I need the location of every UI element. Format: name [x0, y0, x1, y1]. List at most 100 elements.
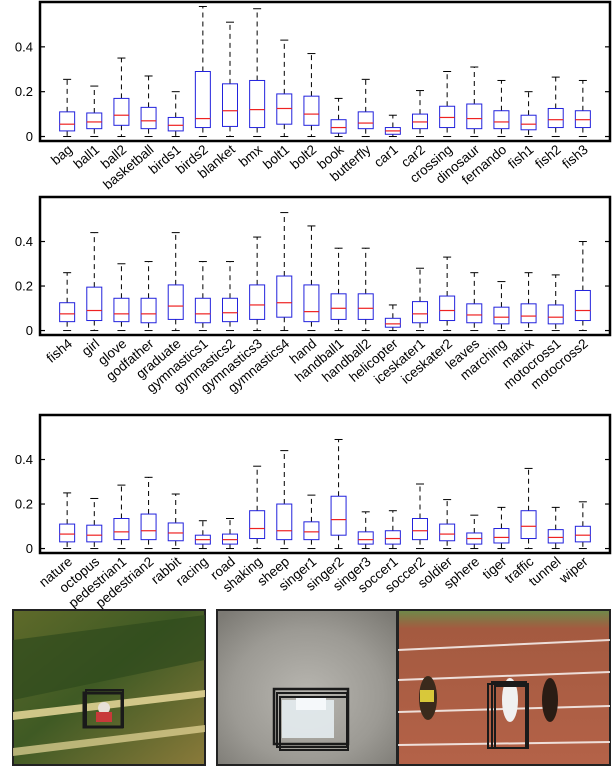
iqr-box — [520, 114, 537, 131]
axes-frame — [38, 0, 612, 143]
tracked-person-bbox-icon — [82, 689, 124, 729]
box-leaves — [466, 272, 483, 332]
iqr-box — [86, 286, 103, 322]
iqr-box — [59, 111, 76, 132]
iqr-box — [222, 297, 238, 323]
iqr-box — [357, 111, 374, 130]
iqr-box — [167, 284, 184, 320]
y-tick-label: 0 — [26, 129, 33, 144]
iqr-box — [412, 518, 428, 541]
iqr-box — [59, 302, 76, 323]
iqr-box — [412, 301, 428, 324]
box-singer2 — [330, 438, 347, 550]
box-car2 — [412, 90, 428, 138]
y-tick-label: 0.4 — [15, 39, 33, 54]
iqr-box — [384, 317, 401, 328]
box-matrix — [520, 272, 537, 332]
category-label: bmx — [236, 142, 265, 170]
box-soccer2 — [412, 483, 428, 550]
iqr-box — [303, 521, 320, 541]
box-series — [59, 212, 591, 332]
iqr-box — [547, 529, 564, 544]
y-tick-label: 0 — [26, 323, 33, 338]
iqr-box — [493, 110, 510, 130]
box-wiper — [574, 501, 591, 550]
boxplot-panel-3: 0 0.2 0.4 natureoctopuspedestrian1pedestri… — [15, 413, 612, 611]
category-label: fish1 — [505, 142, 536, 172]
iqr-box — [249, 510, 266, 540]
category-label: fish4 — [44, 336, 76, 366]
box-soldier — [439, 499, 456, 550]
tracked-object-bbox-icon — [272, 687, 350, 751]
iqr-box — [574, 525, 591, 543]
category-labels: bagball1ball2basketballbirds1birds2blank… — [48, 141, 591, 192]
y-tick-label: 0 — [26, 541, 33, 556]
iqr-box — [194, 71, 211, 129]
box-blanket — [222, 21, 238, 138]
box-motocross1 — [547, 274, 564, 332]
iqr-box — [276, 503, 293, 541]
axes-frame — [38, 413, 612, 555]
box-gymnastics3 — [249, 236, 266, 332]
box-nature — [59, 492, 76, 550]
boxplot-panel-1: 0 0.2 0.4 bagball1ball2basketballbirds1bir… — [15, 0, 612, 192]
box-handball1 — [330, 247, 347, 332]
y-axis-ticks — [40, 240, 610, 332]
tracked-runner-bbox-icon — [487, 678, 529, 749]
iqr-box — [113, 97, 130, 126]
iqr-box — [357, 531, 374, 545]
y-tick-label: 0.4 — [15, 234, 33, 249]
category-label: bag — [48, 142, 75, 168]
box-sphere — [466, 514, 483, 550]
y-tick-labels: 0 0.2 0.4 — [15, 234, 33, 338]
iqr-box — [493, 306, 510, 325]
box-godfather — [140, 261, 157, 332]
box-crossing — [439, 71, 456, 138]
box-basketball — [140, 75, 157, 138]
box-traffic — [520, 467, 537, 550]
iqr-box — [59, 523, 76, 543]
category-labels: fish4 girlglovegodfathergraduategymnastic… — [44, 335, 591, 395]
box-singer1 — [303, 494, 320, 550]
box-fish1 — [520, 91, 537, 138]
iqr-box — [493, 528, 510, 544]
y-tick-label: 0.2 — [15, 279, 33, 294]
category-label: bolt2 — [287, 142, 319, 172]
y-axis-ticks — [40, 46, 610, 138]
thumbnail-motocross — [12, 609, 206, 766]
iqr-box — [520, 303, 537, 324]
box-bolt1 — [276, 39, 293, 138]
box-singer3 — [357, 511, 374, 550]
box-iceskater1 — [412, 267, 428, 332]
box-bolt2 — [303, 53, 320, 138]
iqr-box — [113, 297, 130, 323]
box-ball2 — [113, 57, 130, 138]
iqr-box — [520, 510, 537, 540]
box-bmx — [249, 8, 266, 138]
y-tick-label: 0.2 — [15, 84, 33, 99]
iqr-box — [222, 83, 238, 127]
iqr-box — [86, 112, 103, 130]
iqr-box — [547, 107, 564, 129]
iqr-box — [276, 275, 293, 318]
iqr-box — [249, 79, 266, 129]
box-handball2 — [357, 247, 374, 332]
iqr-box — [330, 293, 347, 320]
box-birds2 — [194, 5, 211, 138]
box-bag — [59, 78, 76, 138]
y-tick-label: 0.2 — [15, 497, 33, 512]
box-car1 — [384, 114, 401, 138]
iqr-box — [303, 284, 320, 323]
box-fish2 — [547, 76, 564, 138]
iqr-box — [167, 116, 184, 132]
box-sheep — [276, 450, 293, 550]
iqr-box — [466, 303, 483, 324]
box-glove — [113, 263, 130, 332]
box-gymnastics2 — [222, 261, 238, 332]
thumbnail-track — [397, 609, 611, 766]
iqr-box — [330, 119, 347, 134]
iqr-box — [303, 95, 320, 126]
box-birds1 — [167, 91, 184, 138]
iqr-box — [439, 295, 456, 322]
